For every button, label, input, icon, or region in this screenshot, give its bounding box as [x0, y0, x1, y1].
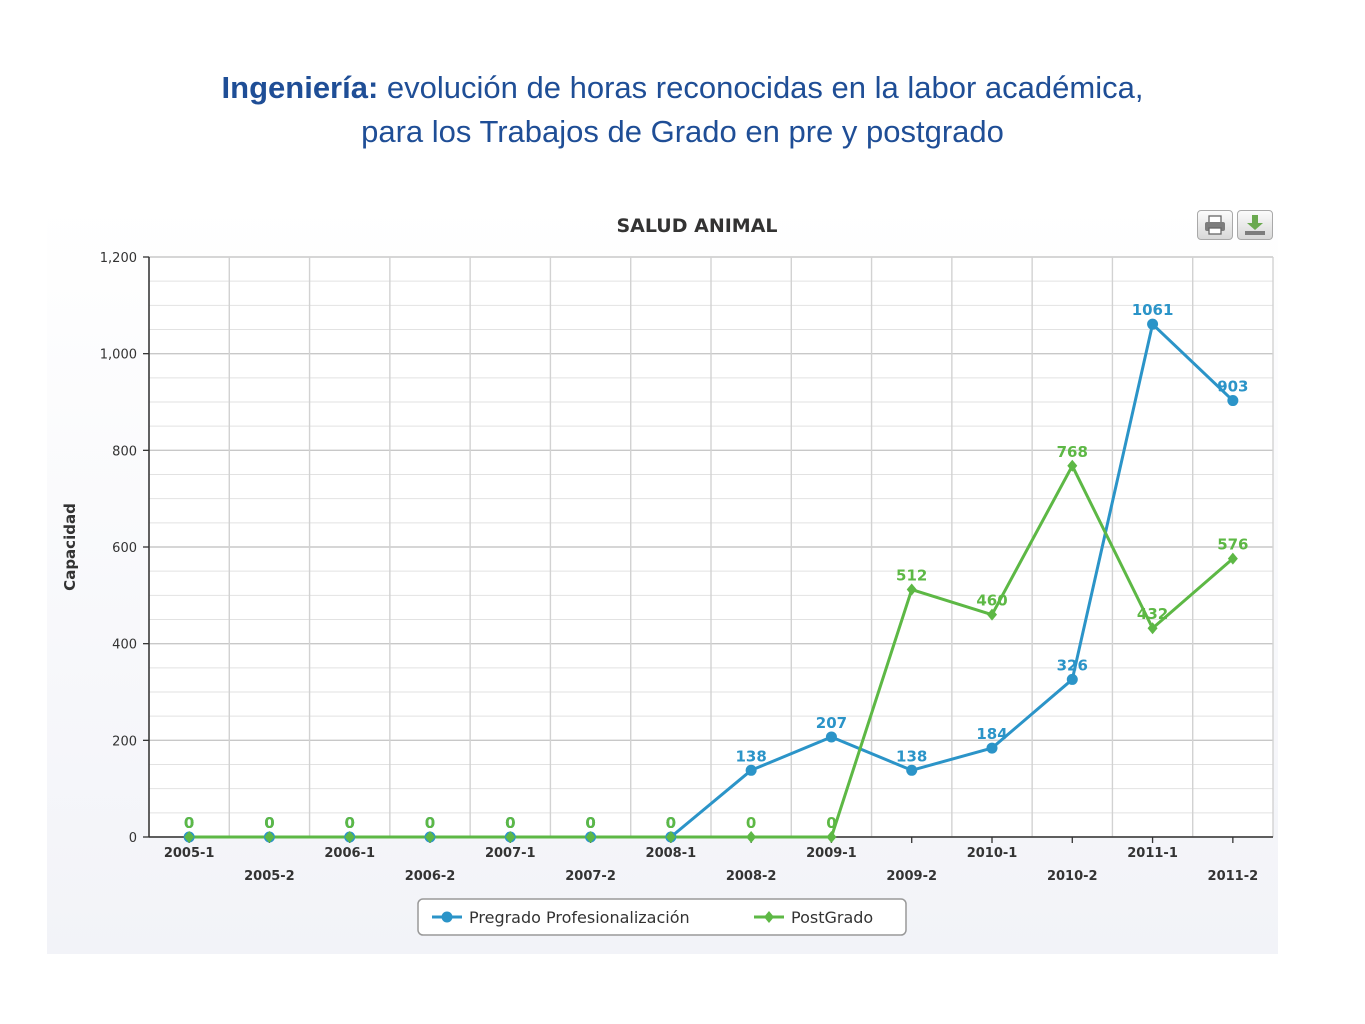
x-tick-label: 2006-1 [324, 846, 375, 861]
x-tick-label: 2007-2 [565, 869, 616, 884]
data-label: 138 [735, 747, 766, 765]
y-tick-label: 0 [129, 831, 137, 846]
data-point [906, 583, 917, 596]
data-label: 0 [505, 814, 515, 832]
y-tick-label: 200 [112, 734, 137, 749]
data-label: 0 [505, 814, 515, 832]
legend-marker [764, 911, 774, 923]
data-label: 326 [1057, 656, 1088, 674]
chart: 0 200 400 600 800 1,000 1,200 2005-1 2005-2 2006-… [61, 215, 1274, 936]
x-tick-label: 2010-2 [1047, 869, 1098, 884]
data-point [1066, 673, 1078, 685]
data-label: 0 [585, 814, 595, 832]
data-label: 432 [1137, 605, 1168, 623]
y-tick-label: 600 [112, 541, 137, 556]
data-label: 0 [666, 814, 676, 832]
printer-icon [1205, 215, 1225, 235]
legend-label: PostGrado [791, 908, 873, 927]
data-point [264, 831, 275, 843]
data-label: 0 [184, 814, 194, 832]
data-point [906, 764, 918, 776]
data-point [826, 831, 837, 843]
y-tick-label: 1,000 [100, 348, 137, 363]
data-label: 512 [896, 567, 927, 585]
slide-title-line2: para los Trabajos de Grado en pre y post… [361, 114, 1004, 149]
data-label: 0 [344, 814, 354, 832]
data-point [1227, 395, 1239, 407]
data-label: 460 [976, 592, 1007, 610]
data-label: 0 [585, 814, 595, 832]
data-point [1227, 552, 1238, 565]
legend-marker [441, 911, 453, 923]
x-tick-label: 2008-1 [646, 846, 697, 861]
x-tick-label: 2005-1 [164, 846, 215, 861]
data-label: 0 [746, 814, 756, 832]
data-point [746, 831, 757, 843]
x-tick-label: 2010-1 [967, 846, 1018, 861]
slide-title: Ingeniería: evolución de horas reconocid… [0, 66, 1365, 154]
download-button[interactable] [1237, 210, 1273, 240]
data-label: 1061 [1132, 301, 1174, 319]
x-tick-label: 2007-1 [485, 846, 536, 861]
series-line-2 [189, 464, 1234, 839]
data-label: 768 [1057, 443, 1088, 461]
slide-title-rest: evolución de horas reconocidas en la lab… [378, 70, 1144, 105]
x-tick-label: 2009-1 [806, 846, 857, 861]
data-label: 0 [826, 814, 836, 832]
x-tick-label: 2009-2 [886, 869, 937, 884]
data-label: 0 [264, 814, 274, 832]
y-tick-label: 400 [112, 638, 137, 653]
print-button[interactable] [1197, 210, 1233, 240]
x-tick-label: 2005-2 [244, 869, 295, 884]
legend-box [417, 898, 907, 936]
data-label: 207 [816, 714, 847, 732]
data-point [987, 608, 997, 621]
data-point [1067, 459, 1078, 472]
data-label: 0 [344, 814, 354, 832]
chart-title: SALUD ANIMAL [616, 215, 777, 237]
x-tick-label: 2006-2 [405, 869, 456, 884]
y-tick-label: 1,200 [100, 251, 137, 266]
data-point [344, 831, 355, 843]
data-label: 0 [666, 814, 676, 832]
data-point [745, 764, 757, 776]
data-point [1147, 622, 1158, 635]
x-tick-label: 2011-1 [1127, 846, 1178, 861]
data-label: 0 [184, 814, 194, 832]
data-point [665, 831, 676, 843]
data-label: 0 [425, 814, 435, 832]
x-tick-label: 2008-2 [726, 869, 777, 884]
data-point [425, 831, 435, 843]
slide-title-bold: Ingeniería: [221, 70, 379, 105]
data-label: 576 [1217, 536, 1248, 554]
legend-label: Pregrado Profesionalización [469, 908, 690, 927]
slide-title-line1: Ingeniería: evolución de horas reconocid… [0, 66, 1365, 110]
data-label: 0 [264, 814, 274, 832]
data-label: 903 [1217, 378, 1248, 396]
data-point [986, 742, 998, 754]
chart-panel: 0 200 400 600 800 1,000 1,200 2005-1 2005-2 2006-… [47, 202, 1278, 954]
x-tick-label: 2011-2 [1208, 869, 1259, 884]
data-point [1147, 318, 1159, 330]
data-point [585, 831, 596, 843]
data-label: 138 [896, 747, 927, 765]
y-axis-label: Capacidad [61, 503, 79, 591]
data-point [825, 731, 837, 743]
data-label: 0 [425, 814, 435, 832]
y-tick-label: 800 [112, 444, 137, 459]
data-point [184, 831, 195, 843]
data-point [505, 831, 516, 843]
data-label: 184 [976, 725, 1007, 743]
download-icon [1245, 215, 1265, 235]
